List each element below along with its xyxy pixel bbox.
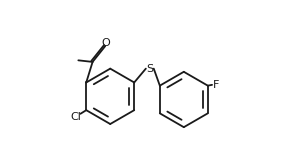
Text: F: F: [212, 80, 219, 90]
Text: O: O: [102, 38, 111, 48]
Text: S: S: [146, 64, 153, 74]
Text: Cl: Cl: [71, 112, 82, 122]
